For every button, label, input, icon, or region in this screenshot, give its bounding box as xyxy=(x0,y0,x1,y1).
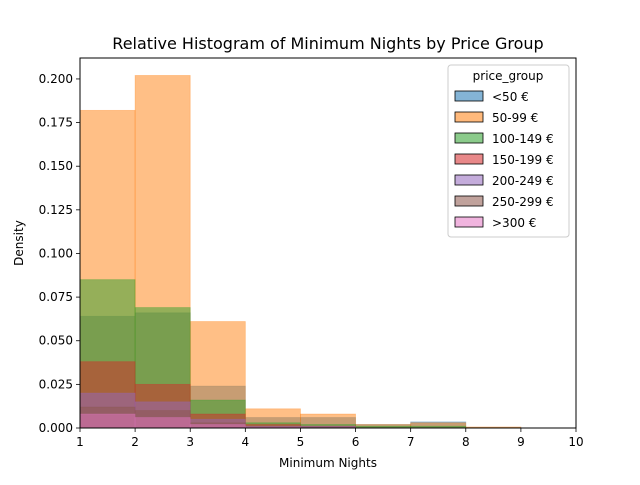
legend-label: 100-149 € xyxy=(492,132,554,146)
legend: price_group <50 € 50-99 € 100-149 € 150-199… xyxy=(447,64,570,238)
x-tick-label: 3 xyxy=(186,435,194,449)
y-axis-label: Density xyxy=(12,220,26,266)
y-tick-label: 0.025 xyxy=(39,377,73,391)
x-tick-label: 4 xyxy=(242,435,250,449)
x-tick-label: 6 xyxy=(352,435,360,449)
x-tick-label: 10 xyxy=(568,435,583,449)
legend-swatch xyxy=(454,174,484,186)
axes-frame xyxy=(79,57,577,429)
x-tick-label: 1 xyxy=(76,435,84,449)
legend-swatch xyxy=(454,90,484,102)
x-tick-label: 7 xyxy=(407,435,415,449)
y-tick-label: 0.000 xyxy=(39,421,73,435)
x-axis-label: Minimum Nights xyxy=(279,456,377,470)
y-tick-label: 0.175 xyxy=(39,116,73,130)
x-tick-label: 9 xyxy=(517,435,525,449)
legend-swatch xyxy=(454,132,484,144)
bar-series-6-bin-1 xyxy=(134,417,191,429)
legend-swatch xyxy=(454,111,484,123)
bar-series-6-bin-2 xyxy=(189,424,246,429)
legend-title: price_group xyxy=(473,69,544,83)
y-tick-label: 0.100 xyxy=(39,246,73,260)
y-tick-label: 0.150 xyxy=(39,159,73,173)
legend-swatch xyxy=(454,195,484,207)
histogram-bars xyxy=(79,75,522,429)
legend-label: 250-299 € xyxy=(492,195,554,209)
legend-label: 200-249 € xyxy=(492,174,554,188)
legend-label: 50-99 € xyxy=(492,111,538,125)
legend-label: <50 € xyxy=(492,90,529,104)
legend-box xyxy=(447,64,570,238)
legend-items: <50 € 50-99 € 100-149 € 150-199 € 200-249 € 2… xyxy=(454,90,554,230)
legend-swatch xyxy=(454,153,484,165)
y-tick-label: 0.075 xyxy=(39,290,73,304)
bar-series-6-bin-0 xyxy=(79,413,136,429)
legend-swatch xyxy=(454,216,484,228)
y-tick-label: 0.050 xyxy=(39,334,73,348)
x-tick-label: 5 xyxy=(297,435,305,449)
y-axis-ticks: 0.000 0.025 0.050 0.075 0.100 0.125 0.150 0.175… xyxy=(39,72,80,435)
chart-title: Relative Histogram of Minimum Nights by … xyxy=(112,34,543,53)
x-axis-ticks: 1 2 3 4 5 6 7 8 9 10 xyxy=(76,428,584,449)
y-tick-label: 0.125 xyxy=(39,203,73,217)
x-tick-label: 8 xyxy=(462,435,470,449)
legend-label: >300 € xyxy=(492,216,536,230)
legend-label: 150-199 € xyxy=(492,153,554,167)
x-tick-label: 2 xyxy=(131,435,139,449)
y-tick-label: 0.200 xyxy=(39,72,73,86)
